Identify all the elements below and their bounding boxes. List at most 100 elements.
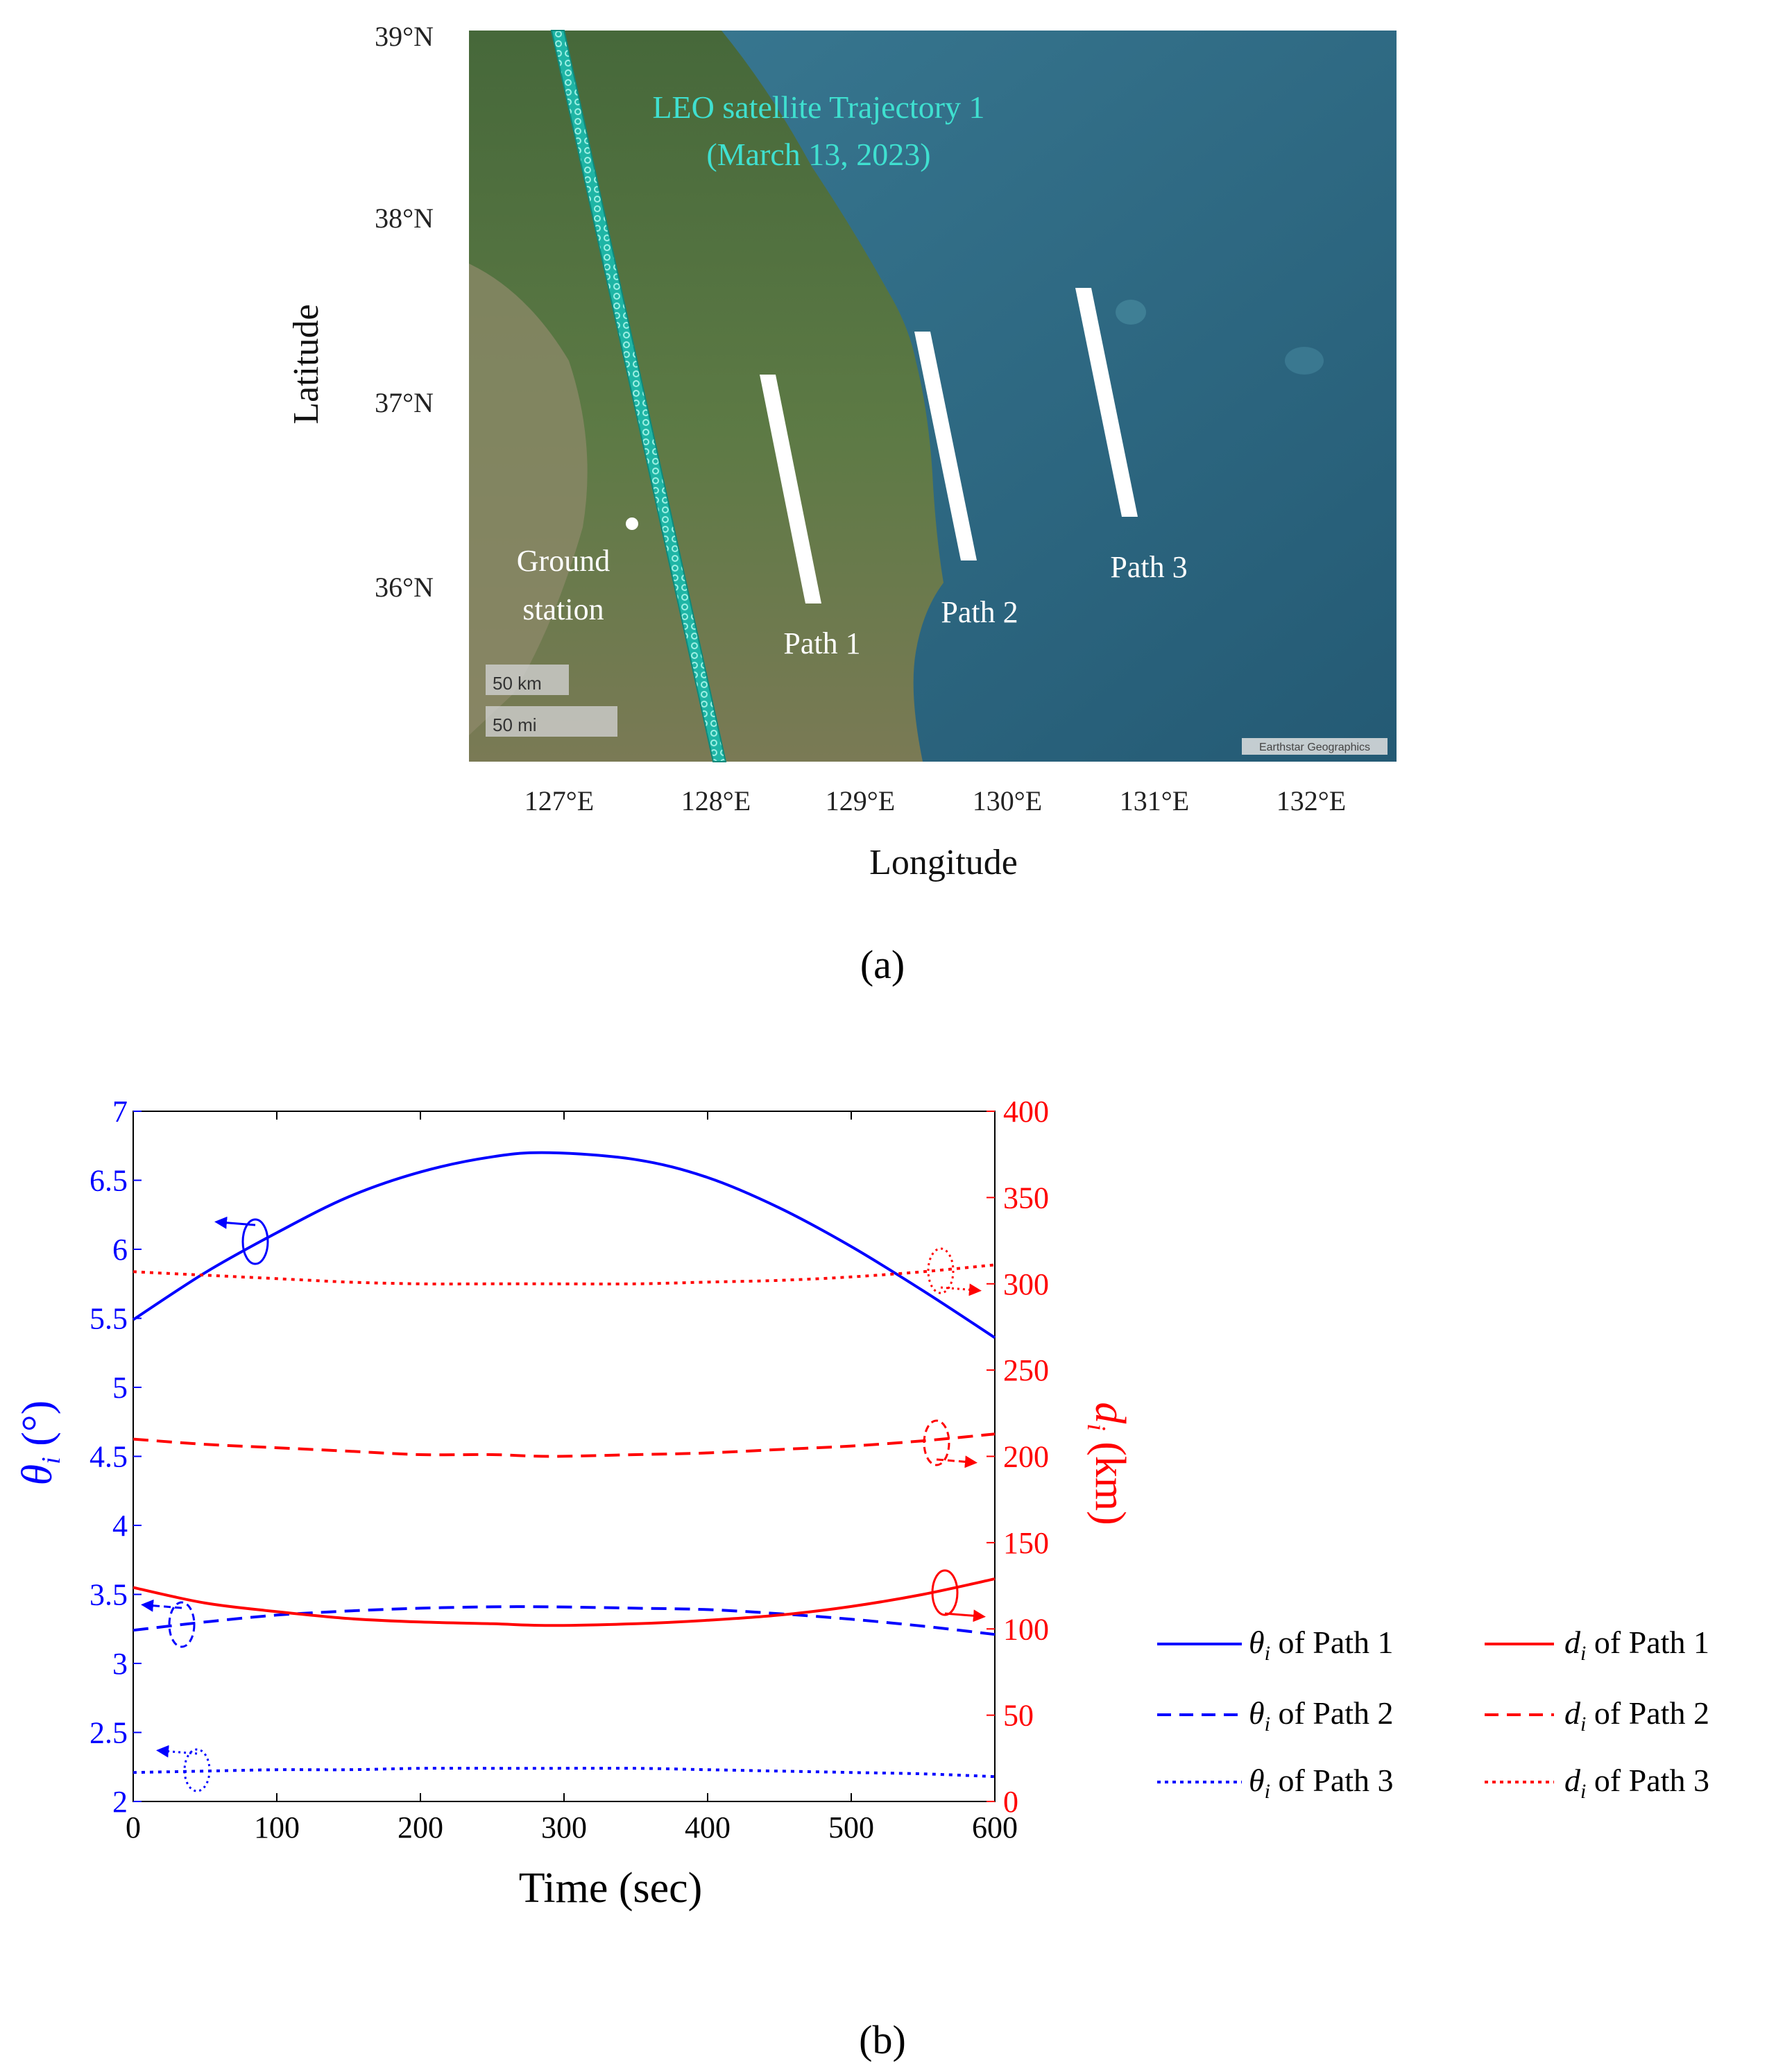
satellite-trajectory <box>550 30 727 762</box>
scale-km: 50 km <box>493 673 542 694</box>
y-right-tick-label: 50 <box>1003 1699 1034 1733</box>
lon-tick: 129°E <box>826 785 895 816</box>
path-2-label: Path 2 <box>941 595 1018 629</box>
lon-tick: 131°E <box>1120 785 1189 816</box>
x-tick-label: 300 <box>541 1810 587 1844</box>
svg-text:θi (°): θi (°) <box>14 1401 66 1486</box>
legend-entry: di of Path 2 <box>1485 1695 1709 1736</box>
x-tick-label: 500 <box>828 1810 874 1844</box>
y-right-tick-label: 100 <box>1003 1612 1049 1646</box>
panel-b-label: (b) <box>859 2017 906 2062</box>
svg-text:di of Path 2: di of Path 2 <box>1564 1695 1709 1736</box>
y-right-tick-label: 350 <box>1003 1181 1049 1215</box>
svg-text:θi of Path 2: θi of Path 2 <box>1249 1695 1394 1736</box>
chart-panel: 0 100 200 300 400 500 60022.533.544.555.566.57… <box>14 1095 1134 1912</box>
y-right-tick-label: 250 <box>1003 1353 1049 1387</box>
series-line-d-2 <box>133 1432 996 1458</box>
path-1-label: Path 1 <box>783 626 860 660</box>
scale-box-mi <box>486 706 617 737</box>
y-right-label-symbol: d <box>1086 1402 1134 1424</box>
axis-indicator-d-path2 <box>923 1419 977 1469</box>
path-3-bar <box>1075 288 1138 517</box>
y-right-tick-label: 300 <box>1003 1267 1049 1301</box>
y-left-tick-label: 6 <box>112 1233 128 1267</box>
y-left-tick-label: 4 <box>112 1509 128 1543</box>
svg-text:θi of Path 1: θi of Path 1 <box>1249 1625 1394 1665</box>
y-left-tick-label: 7 <box>112 1095 128 1129</box>
svg-text:di (km): di (km) <box>1082 1402 1134 1525</box>
y-right-tick-label: 400 <box>1003 1095 1049 1129</box>
trajectory-date: (March 13, 2023) <box>706 137 930 172</box>
legend: θi of Path 1 θi of Path 2 θi of Path 3 d… <box>1157 1625 1709 1803</box>
trajectory-label: LEO satellite Trajectory 1 <box>652 89 984 125</box>
map-land-lowland <box>469 264 588 735</box>
y-left-tick-label: 3.5 <box>89 1578 128 1612</box>
scale-box-km <box>486 665 569 695</box>
y-right-tick-label: 0 <box>1003 1785 1018 1819</box>
scale-mi: 50 mi <box>493 714 537 735</box>
legend-entry: di of Path 1 <box>1485 1625 1709 1665</box>
lon-tick: 127°E <box>524 785 594 816</box>
axis-indicator-theta-path3 <box>156 1745 211 1792</box>
legend-entry: di of Path 3 <box>1485 1763 1709 1803</box>
path-2-bar <box>914 332 977 560</box>
panel-a-label: (a) <box>860 942 905 987</box>
ground-station-label: Ground <box>517 544 610 578</box>
series-line-theta-3 <box>133 1767 996 1779</box>
axis-indicator-d-path1 <box>931 1569 986 1623</box>
ground-station-marker <box>626 517 638 530</box>
y-left-tick-label: 4.5 <box>89 1440 128 1474</box>
axis-indicator-d-path3 <box>927 1247 982 1296</box>
x-tick-label: 600 <box>972 1810 1018 1844</box>
x-tick-label: 400 <box>685 1810 731 1844</box>
attribution-box <box>1242 738 1388 755</box>
y-right-tick-label: 150 <box>1003 1526 1049 1560</box>
axis-indicator-theta-path2 <box>141 1599 196 1648</box>
y-left-label-sub: i <box>37 1457 66 1464</box>
x-tick-label: 100 <box>254 1810 300 1844</box>
y-left-tick-label: 3 <box>112 1647 128 1681</box>
lat-tick: 38°N <box>375 203 434 234</box>
lat-tick: 39°N <box>375 21 434 52</box>
lon-tick: 128°E <box>681 785 751 816</box>
y-right-label-sub: i <box>1082 1423 1111 1431</box>
chart-lines <box>132 1151 996 1779</box>
series-line-d-3 <box>133 1263 996 1285</box>
y-left-tick-label: 5.5 <box>89 1302 128 1336</box>
attribution: Earthstar Geographics <box>1259 742 1370 753</box>
y-left-tick-label: 2.5 <box>89 1716 128 1750</box>
map-ylabel: Latitude <box>287 304 326 424</box>
y-left-axis-label: θi (°) <box>14 1401 66 1486</box>
path-1-bar <box>760 375 821 603</box>
series-line-theta-1 <box>132 1151 996 1339</box>
map-land <box>469 31 944 762</box>
map-seamount <box>1116 300 1146 325</box>
legend-entry: θi of Path 2 <box>1157 1695 1394 1736</box>
path-3-label: Path 3 <box>1110 550 1187 584</box>
map-panel: LEO satellite Trajectory 1 (March 13, 20… <box>287 21 1397 882</box>
y-left-tick-label: 6.5 <box>89 1164 128 1198</box>
y-right-axis-label: di (km) <box>1082 1402 1134 1525</box>
x-tick-label: 200 <box>398 1810 443 1844</box>
y-left-tick-label: 2 <box>112 1785 128 1819</box>
lon-tick: 130°E <box>973 785 1042 816</box>
ground-station-label: station <box>522 592 604 626</box>
x-axis-label: Time (sec) <box>519 1865 703 1912</box>
series-line-theta-2 <box>133 1605 996 1636</box>
map-seamount <box>1285 347 1324 375</box>
y-left-label-unit: (°) <box>14 1401 61 1457</box>
series-line-d-1 <box>133 1577 996 1627</box>
y-right-label-unit: (km) <box>1086 1431 1134 1525</box>
lat-tick: 36°N <box>375 572 434 603</box>
legend-entry: θi of Path 1 <box>1157 1625 1394 1665</box>
chart-ticks: 0 100 200 300 400 500 60022.533.544.555.566.57… <box>89 1095 1049 1844</box>
lon-tick: 132°E <box>1276 785 1346 816</box>
y-right-tick-label: 200 <box>1003 1440 1049 1474</box>
legend-entry: θi of Path 3 <box>1157 1763 1394 1803</box>
svg-text:di of Path 3: di of Path 3 <box>1564 1763 1709 1803</box>
svg-text:θi of Path 3: θi of Path 3 <box>1249 1763 1394 1803</box>
y-left-tick-label: 5 <box>112 1371 128 1405</box>
x-tick-label: 0 <box>126 1810 141 1844</box>
svg-text:di of Path 1: di of Path 1 <box>1564 1625 1709 1665</box>
